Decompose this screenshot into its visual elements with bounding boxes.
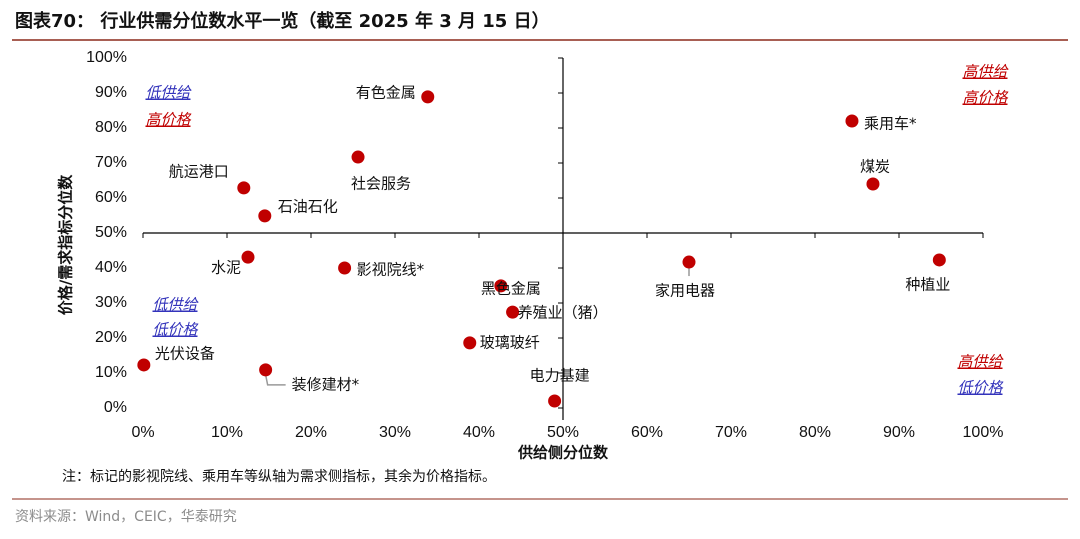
point-label: 种植业 <box>905 275 950 293</box>
point-label: 石油石化 <box>278 197 338 215</box>
y-tick-label: 50% <box>95 224 127 241</box>
point-label: 光伏设备 <box>155 344 215 362</box>
point <box>682 255 696 269</box>
x-tick-label: 10% <box>211 424 243 441</box>
x-tick-label: 20% <box>295 424 327 441</box>
point <box>259 363 273 377</box>
point-label: 航运港口 <box>169 162 229 180</box>
x-axis-label: 供给侧分位数 <box>517 444 609 462</box>
y-tick-label: 0% <box>104 399 127 416</box>
x-tick-label: 50% <box>547 424 579 441</box>
x-tick-label: 80% <box>799 424 831 441</box>
quadrant-annotation: 高供给 <box>957 353 1004 371</box>
quadrant-annotation: 低供给 <box>152 296 199 314</box>
x-tick-label: 60% <box>631 424 663 441</box>
point <box>258 209 272 223</box>
point-label: 装修建材* <box>292 375 360 393</box>
point <box>137 358 151 372</box>
point-label: 玻璃玻纤 <box>480 333 540 351</box>
point <box>463 336 477 350</box>
x-tick-label: 70% <box>715 424 747 441</box>
point <box>237 181 251 195</box>
point-label: 有色金属 <box>356 83 416 101</box>
chart-title: 图表70： 行业供需分位数水平一览（截至 2025 年 3 月 15 日） <box>15 10 550 32</box>
leader-line <box>264 374 286 386</box>
point-label: 电力基建 <box>530 367 590 385</box>
source: 资料来源：Wind，CEIC，华泰研究 <box>15 509 237 525</box>
quadrant-annotation: 高价格 <box>962 89 1008 107</box>
point-label: 水泥 <box>211 259 241 277</box>
point-label: 家用电器 <box>655 282 715 300</box>
point <box>866 177 880 191</box>
x-tick-label: 90% <box>883 424 915 441</box>
point-label: 黑色金属 <box>481 279 541 297</box>
note: 注：标记的影视院线、乘用车等纵轴为需求侧指标，其余为价格指标。 <box>62 468 496 485</box>
point <box>421 90 435 104</box>
y-tick-label: 70% <box>95 154 127 171</box>
x-tick-label: 30% <box>379 424 411 441</box>
quadrant-annotation: 高供给 <box>962 63 1009 81</box>
point-label: 养殖业（猪） <box>518 304 608 322</box>
x-tick-label: 0% <box>131 424 154 441</box>
y-tick-label: 40% <box>95 259 127 276</box>
y-axis-label: 价格/需求指标分位数 <box>57 174 75 315</box>
quadrant-annotation: 高价格 <box>145 111 191 129</box>
x-tick-label: 100% <box>963 424 1004 441</box>
point <box>932 253 946 267</box>
point <box>845 114 859 128</box>
y-tick-label: 10% <box>95 364 127 381</box>
point-label: 乘用车* <box>864 115 917 133</box>
point <box>494 279 508 293</box>
quadrant-annotation: 低价格 <box>152 321 198 339</box>
y-tick-label: 60% <box>95 189 127 206</box>
quadrant-annotation: 低价格 <box>957 379 1003 397</box>
point-label: 社会服务 <box>351 175 411 193</box>
point <box>338 261 352 275</box>
y-tick-label: 80% <box>95 119 127 136</box>
point-label: 煤炭 <box>860 158 890 176</box>
quadrant-annotation: 低供给 <box>145 84 192 102</box>
point <box>506 305 520 319</box>
x-tick-label: 40% <box>463 424 495 441</box>
point <box>241 250 255 264</box>
y-tick-label: 100% <box>86 49 127 66</box>
y-tick-label: 90% <box>95 84 127 101</box>
point <box>351 150 365 164</box>
point <box>548 394 562 408</box>
y-tick-label: 20% <box>95 329 127 346</box>
y-tick-label: 30% <box>95 294 127 311</box>
point-label: 影视院线* <box>357 261 425 279</box>
